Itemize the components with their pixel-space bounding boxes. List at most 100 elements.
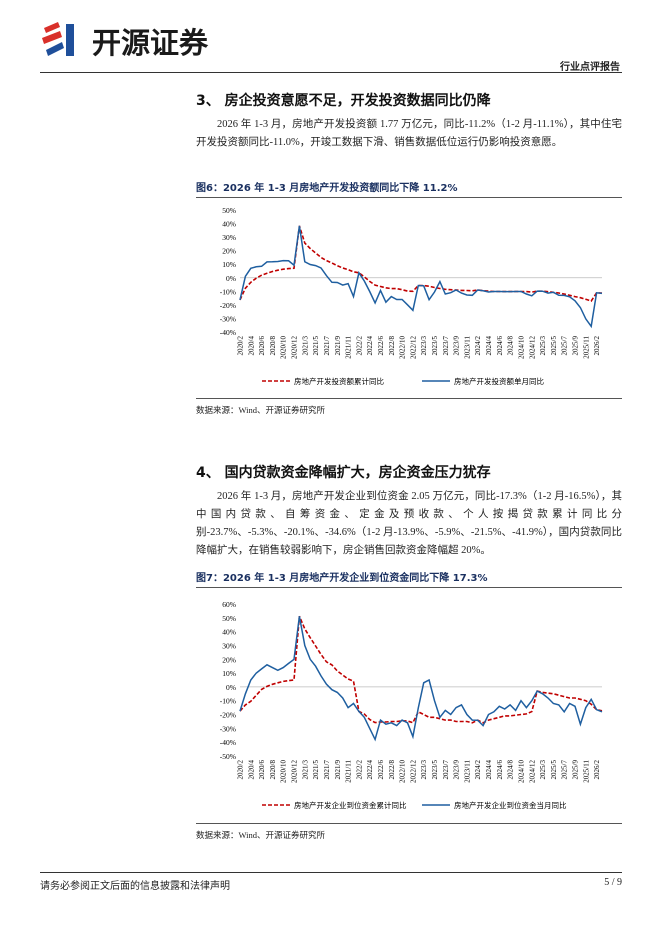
report-type: 行业点评报告	[560, 62, 620, 73]
x-tick-label: 2020/10	[280, 336, 288, 359]
logo-text: 开源证券	[92, 26, 209, 60]
y-tick-label: -10%	[220, 697, 236, 706]
x-tick-label: 2025/11	[582, 760, 590, 783]
x-tick-label: 2025/5	[550, 760, 558, 780]
x-tick-label: 2021/5	[312, 760, 320, 780]
x-tick-label: 2021/11	[345, 336, 353, 359]
x-tick-label: 2025/9	[571, 336, 579, 356]
y-tick-label: 20%	[222, 655, 236, 664]
x-tick-label: 2022/6	[377, 336, 385, 356]
header-rule	[40, 72, 622, 73]
x-tick-label: 2023/5	[431, 760, 439, 780]
x-tick-label: 2022/6	[377, 760, 385, 780]
x-tick-label: 2024/4	[485, 760, 493, 780]
legend-label: 房地产开发企业到位资金当月同比	[454, 800, 567, 810]
x-tick-label: 2021/7	[323, 760, 331, 780]
y-tick-label: -10%	[220, 287, 236, 296]
x-tick-label: 2025/11	[582, 336, 590, 359]
x-tick-label: 2020/4	[247, 760, 255, 780]
x-tick-label: 2023/11	[463, 336, 471, 359]
x-tick-label: 2022/8	[388, 760, 396, 780]
x-tick-label: 2025/7	[561, 760, 569, 780]
x-tick-label: 2023/5	[431, 336, 439, 356]
y-tick-label: -30%	[220, 314, 236, 323]
x-tick-label: 2022/12	[409, 760, 417, 783]
x-tick-label: 2024/2	[474, 760, 482, 780]
x-tick-label: 2020/6	[258, 336, 266, 356]
y-tick-label: 50%	[222, 206, 236, 215]
x-tick-label: 2022/10	[399, 336, 407, 359]
x-tick-label: 2023/9	[453, 336, 461, 356]
paragraph: 2026 年 1-3 月，房地产开发企业到位资金 2.05 万亿元，同比-17.…	[196, 491, 622, 556]
paragraph: 2026 年 1-3 月，房地产开发投资额 1.77 万亿元，同比-11.2%（…	[196, 119, 622, 148]
legend-label: 房地产开发投资额单月同比	[454, 376, 544, 386]
x-tick-label: 2023/3	[420, 336, 428, 356]
page-number: 5 / 9	[604, 877, 622, 888]
x-tick-label: 2023/3	[420, 760, 428, 780]
y-tick-label: 40%	[222, 220, 236, 229]
figure-title: 图6：2026 年 1-3 月房地产开发投资额同比下降 11.2%	[196, 179, 622, 198]
x-tick-label: 2020/6	[258, 760, 266, 780]
y-tick-label: 10%	[222, 669, 236, 678]
x-tick-label: 2024/10	[517, 336, 525, 359]
y-tick-label: 0%	[226, 683, 236, 692]
chart: -50% -40% -30% -20% -10% 0% 10% 20% 30% 40% 50% 60%…	[220, 600, 603, 810]
x-tick-label: 2022/4	[366, 336, 374, 356]
x-tick-label: 2025/5	[550, 336, 558, 356]
x-tick-label: 2025/3	[539, 760, 547, 780]
y-tick-label: 60%	[222, 600, 236, 609]
x-tick-label: 2025/7	[561, 336, 569, 356]
footer-rule	[40, 872, 622, 873]
y-tick-label: 30%	[222, 641, 236, 650]
x-tick-label: 2024/12	[528, 336, 536, 359]
x-tick-label: 2023/7	[442, 760, 450, 780]
x-tick-label: 2026/2	[593, 760, 601, 780]
x-tick-label: 2021/5	[312, 336, 320, 356]
x-tick-label: 2023/7	[442, 336, 450, 356]
x-tick-label: 2020/4	[247, 336, 255, 356]
x-tick-label: 2023/11	[463, 760, 471, 783]
x-tick-label: 2020/2	[237, 760, 245, 780]
x-tick-label: 2021/11	[345, 760, 353, 783]
x-tick-label: 2024/2	[474, 336, 482, 356]
x-tick-label: 2022/8	[388, 336, 396, 356]
y-tick-label: -40%	[220, 328, 236, 337]
x-tick-label: 2020/2	[237, 336, 245, 356]
x-tick-label: 2022/4	[366, 760, 374, 780]
x-tick-label: 2024/4	[485, 336, 493, 356]
y-tick-label: -20%	[220, 711, 236, 720]
x-tick-label: 2020/12	[291, 336, 299, 359]
figure-source: 数据来源：Wind、开源证券研究所	[196, 823, 622, 841]
figure-source: 数据来源：Wind、开源证券研究所	[196, 398, 622, 416]
x-tick-label: 2022/2	[355, 336, 363, 356]
x-tick-label: 2026/2	[593, 336, 601, 356]
x-tick-label: 2022/10	[399, 760, 407, 783]
footer-disclaimer: 请务必参阅正文后面的信息披露和法律声明	[40, 881, 230, 892]
y-tick-label: -50%	[220, 752, 236, 761]
y-tick-label: -20%	[220, 301, 236, 310]
x-tick-label: 2020/8	[269, 760, 277, 780]
data-line	[239, 616, 603, 742]
y-tick-label: -40%	[220, 738, 236, 747]
x-tick-label: 2021/3	[301, 336, 309, 356]
section-heading: 3、 房企投资意愿不足，开发投资数据同比仍降	[196, 93, 491, 109]
y-tick-label: 0%	[226, 274, 236, 283]
y-tick-label: 30%	[222, 233, 236, 242]
x-tick-label: 2020/12	[291, 760, 299, 783]
x-tick-label: 2021/7	[323, 336, 331, 356]
x-tick-label: 2024/8	[507, 336, 515, 356]
data-line	[239, 225, 603, 329]
x-tick-label: 2022/2	[355, 760, 363, 780]
x-tick-label: 2023/9	[453, 760, 461, 780]
chart: -40%-30%-20%-10%0%10%20%30%40%50%2020/2 2…	[220, 206, 603, 386]
section-heading: 4、 国内贷款资金降幅扩大，房企资金压力犹存	[196, 465, 491, 481]
x-tick-label: 2020/10	[280, 760, 288, 783]
x-tick-label: 2021/9	[334, 336, 342, 356]
logo-icon	[42, 22, 74, 56]
x-tick-label: 2024/10	[517, 760, 525, 783]
x-tick-label: 2021/3	[301, 760, 309, 780]
x-tick-label: 2024/6	[496, 336, 504, 356]
legend-label: 房地产开发投资额累计同比	[294, 376, 384, 386]
y-tick-label: -30%	[220, 724, 236, 733]
